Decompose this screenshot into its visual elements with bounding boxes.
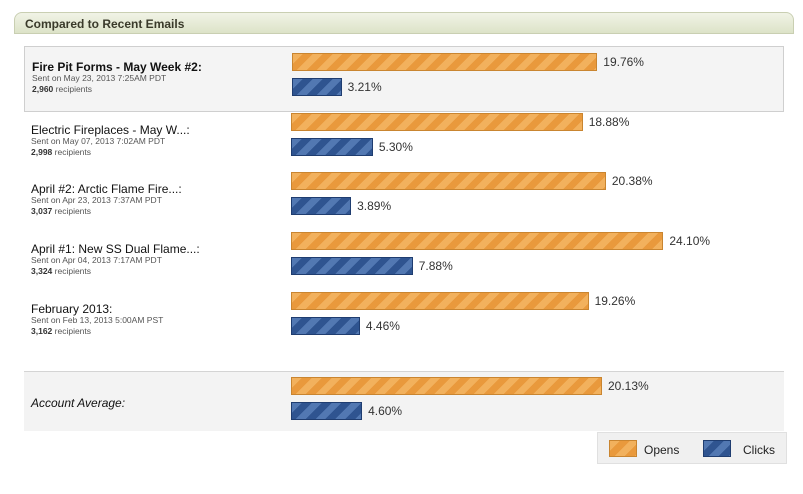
opens-bar bbox=[291, 172, 606, 190]
clicks-percent: 4.60% bbox=[368, 404, 403, 418]
email-row[interactable]: Electric Fireplaces - May W...: Sent on M… bbox=[24, 110, 784, 164]
email-sent-date: Sent on May 07, 2013 7:02AM PDT bbox=[31, 136, 166, 146]
opens-percent: 19.76% bbox=[603, 55, 644, 69]
clicks-bar bbox=[292, 78, 342, 96]
email-recipients: 2,998 recipients bbox=[31, 147, 92, 157]
panel-header: Compared to Recent Emails bbox=[14, 12, 794, 34]
clicks-percent: 5.30% bbox=[378, 140, 413, 154]
legend: Opens Clicks bbox=[597, 432, 787, 464]
clicks-percent: 4.46% bbox=[365, 319, 400, 333]
legend-opens-label: Opens bbox=[644, 443, 680, 457]
email-sent-date: Sent on May 23, 2013 7:25AM PDT bbox=[32, 73, 167, 83]
opens-percent: 18.88% bbox=[588, 115, 630, 129]
recipients-count: 3,324 bbox=[31, 266, 53, 276]
email-row[interactable]: Fire Pit Forms - May Week #2: Sent on May… bbox=[24, 46, 784, 112]
recipients-count: 2,960 bbox=[32, 84, 54, 94]
legend-opens-swatch bbox=[609, 440, 637, 457]
legend-clicks-swatch bbox=[703, 440, 731, 457]
email-sent-date: Sent on Feb 13, 2013 5:00AM PST bbox=[31, 315, 164, 325]
email-row[interactable]: February 2013: Sent on Feb 13, 2013 5:00A… bbox=[24, 289, 784, 343]
email-sent-date: Sent on Apr 23, 2013 7:37AM PDT bbox=[31, 195, 162, 205]
clicks-percent: 7.88% bbox=[418, 259, 453, 273]
email-title[interactable]: Fire Pit Forms - May Week #2: bbox=[32, 60, 202, 74]
account-average-label: Account Average: bbox=[31, 396, 126, 410]
clicks-bar bbox=[291, 197, 352, 215]
email-title[interactable]: April #1: New SS Dual Flame...: bbox=[31, 242, 200, 256]
panel-title: Compared to Recent Emails bbox=[25, 17, 185, 31]
recipients-count: 3,037 bbox=[31, 206, 53, 216]
opens-percent: 19.26% bbox=[594, 294, 636, 308]
email-title[interactable]: Electric Fireplaces - May W...: bbox=[31, 123, 190, 137]
clicks-percent: 3.89% bbox=[357, 199, 392, 213]
recipients-count: 3,162 bbox=[31, 326, 53, 336]
opens-bar bbox=[291, 292, 589, 310]
email-row[interactable]: April #2: Arctic Flame Fire...: Sent on A… bbox=[24, 169, 784, 223]
email-row[interactable]: April #1: New SS Dual Flame...: Sent on A… bbox=[24, 229, 784, 283]
opens-bar bbox=[291, 113, 583, 131]
clicks-bar bbox=[291, 402, 363, 420]
opens-bar bbox=[291, 377, 602, 395]
opens-bar bbox=[292, 53, 598, 71]
opens-percent: 20.13% bbox=[608, 379, 649, 393]
opens-percent: 20.38% bbox=[611, 174, 653, 188]
email-recipients: 3,037 recipients bbox=[31, 206, 92, 216]
recipients-count: 2,998 bbox=[31, 147, 53, 157]
email-title[interactable]: February 2013: bbox=[31, 302, 113, 316]
clicks-bar bbox=[291, 257, 413, 275]
legend-clicks-label: Clicks bbox=[743, 443, 775, 457]
clicks-bar bbox=[291, 317, 360, 335]
opens-bar bbox=[291, 232, 664, 250]
email-recipients: 3,324 recipients bbox=[31, 266, 92, 276]
account-average-row: Account Average: 20.13% 4.60% bbox=[24, 371, 784, 431]
email-recipients: 3,162 recipients bbox=[31, 326, 92, 336]
clicks-bar bbox=[291, 138, 373, 156]
opens-percent: 24.10% bbox=[669, 234, 711, 248]
clicks-percent: 3.21% bbox=[347, 80, 382, 94]
email-recipients: 2,960 recipients bbox=[32, 84, 93, 94]
email-title[interactable]: April #2: Arctic Flame Fire...: bbox=[31, 182, 182, 196]
email-sent-date: Sent on Apr 04, 2013 7:17AM PDT bbox=[31, 255, 162, 265]
